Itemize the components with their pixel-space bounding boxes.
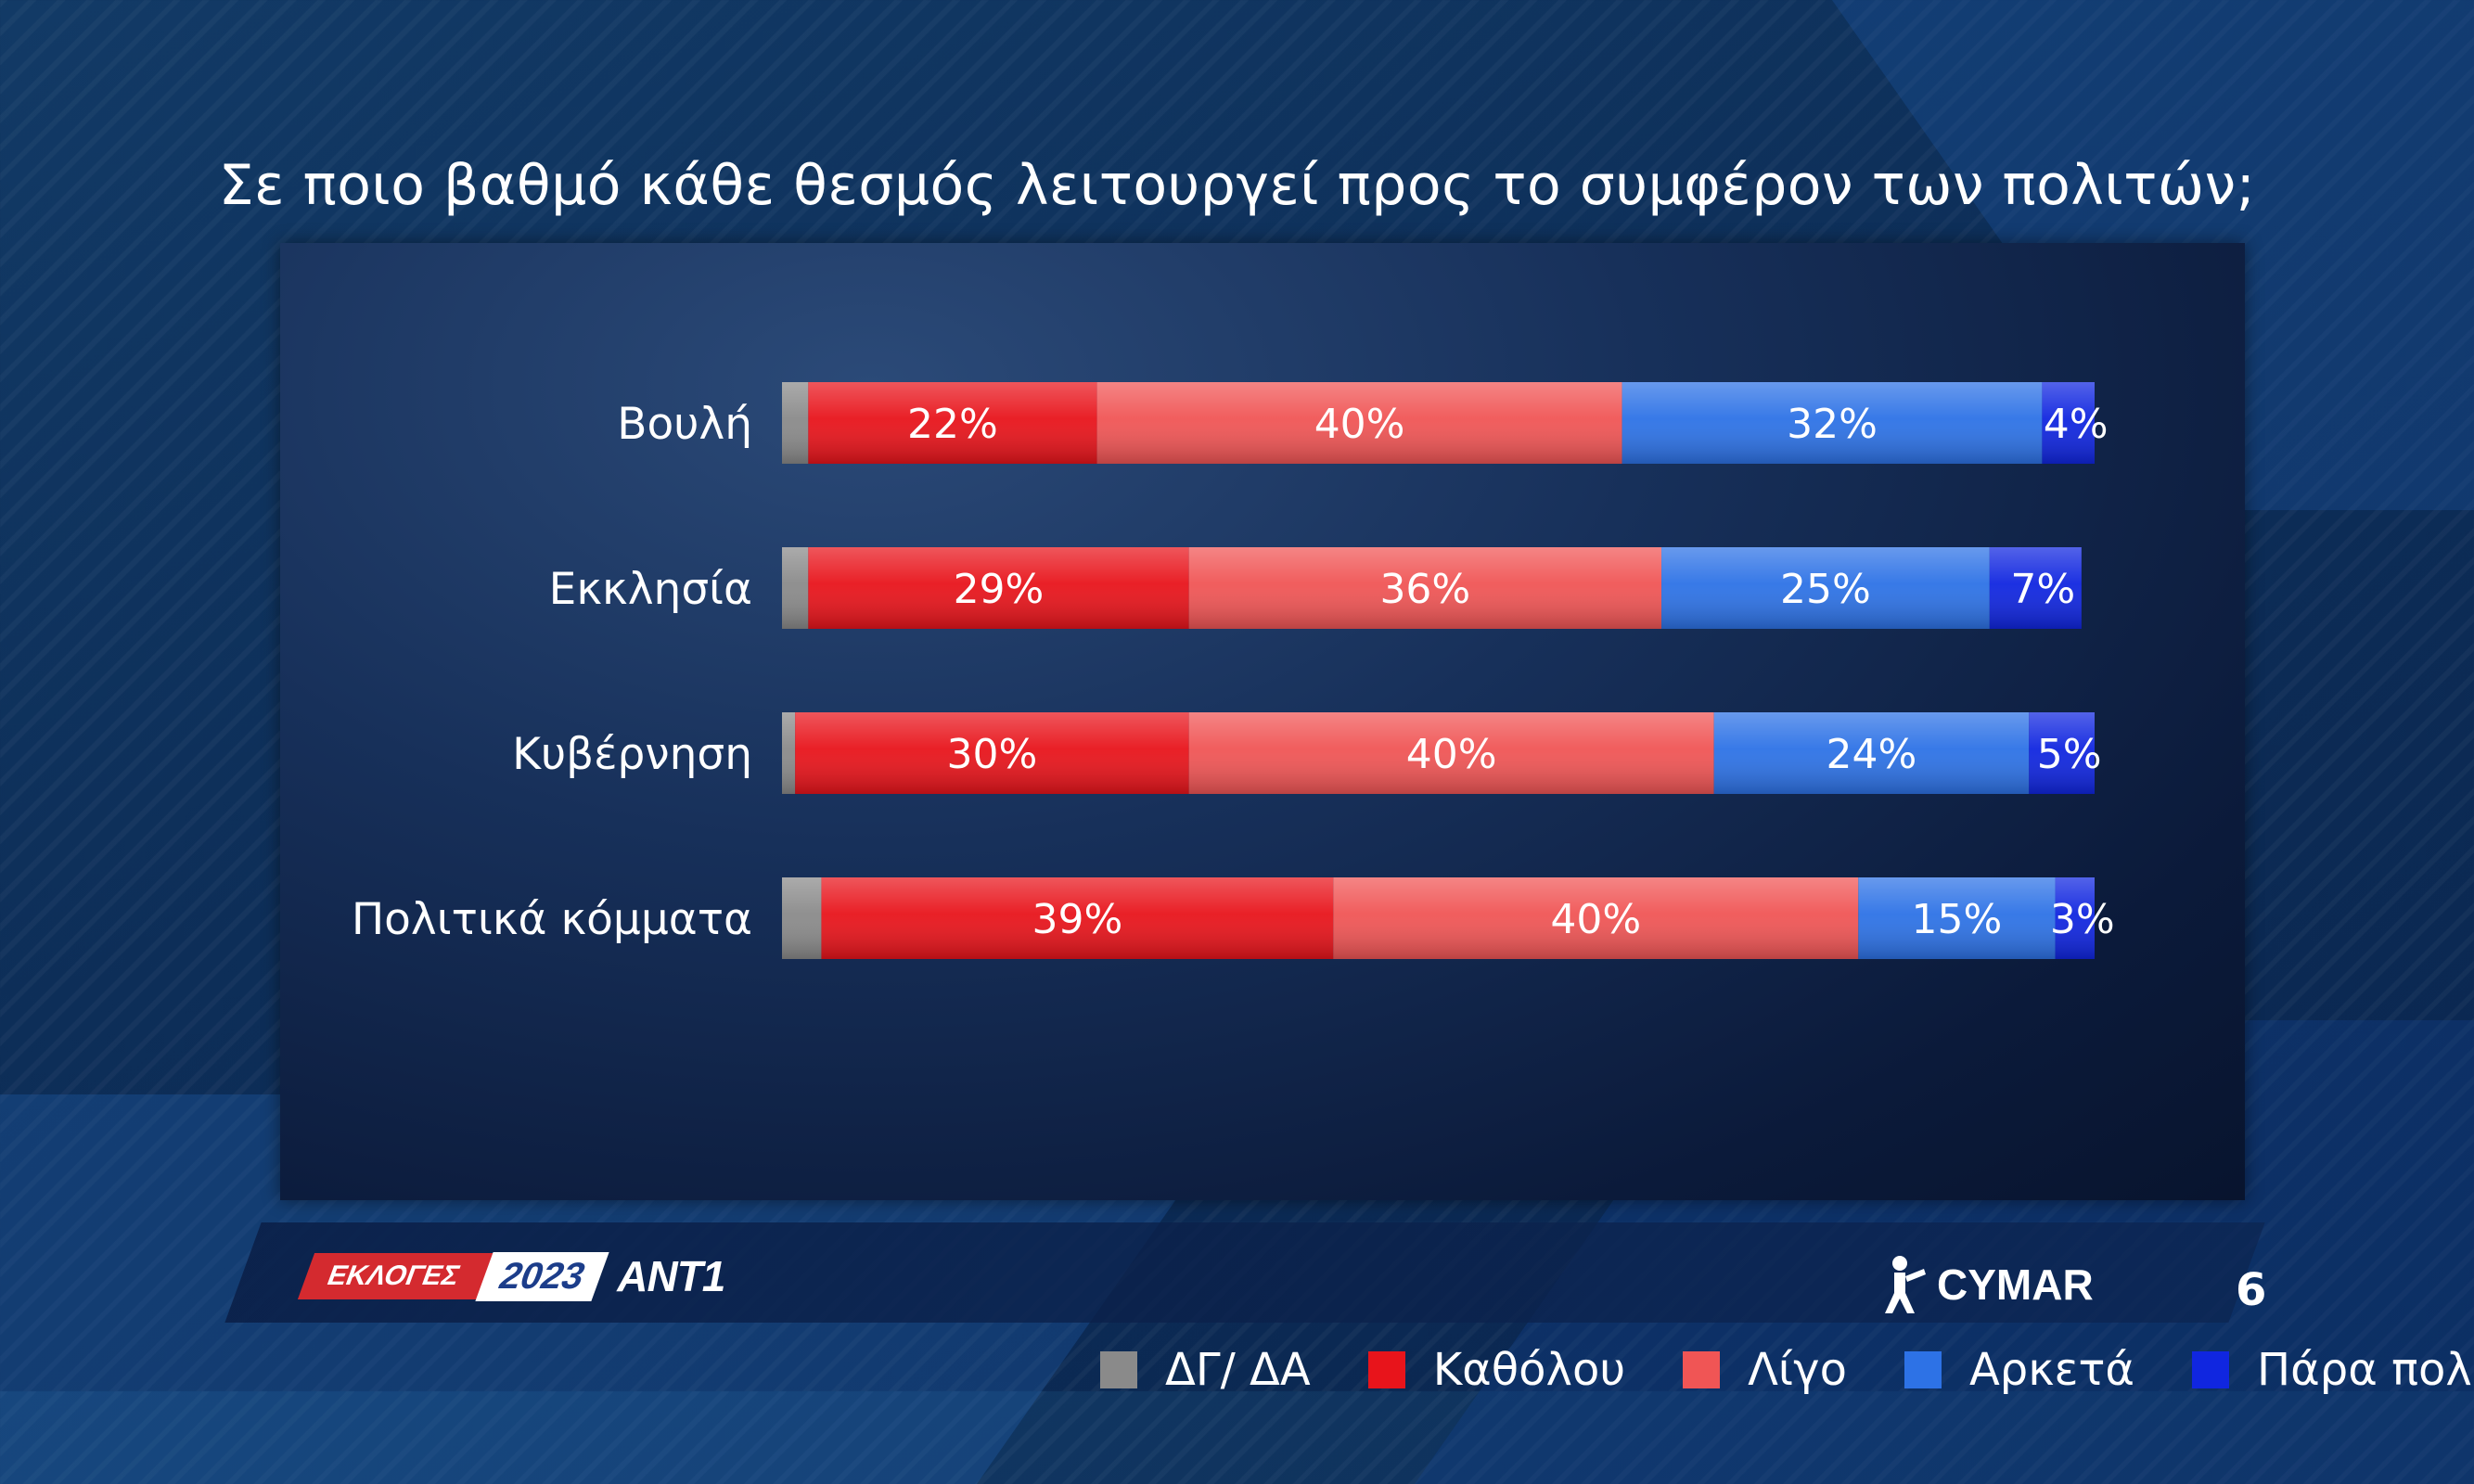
data-label: 22%	[907, 401, 998, 448]
data-label: 29%	[954, 566, 1045, 613]
bar-segment-shading	[1188, 712, 1714, 794]
legend-label: Αρκετά	[1968, 1344, 2135, 1396]
bar-segment-shading	[2042, 382, 2095, 464]
elections-badge-text: ΕΚΛΟΓΕΣ	[297, 1253, 499, 1299]
bar-segment-shading	[795, 712, 1189, 794]
legend-item: Αρκετά	[1904, 1344, 2134, 1396]
bar-segment-shading	[1989, 547, 2082, 629]
data-label: 30%	[947, 731, 1038, 778]
elections-2023-logo: ΕΚΛΟΓΕΣ 2023 ΑΝΤ1	[297, 1247, 725, 1305]
legend-swatch	[2192, 1351, 2230, 1388]
stacked-bar-chart: Βουλή 22% 40% 32% 4% Εκκλησία 29% 36% 25% 7% Κυβέρ…	[352, 382, 2115, 959]
page-number: 6	[2236, 1264, 2267, 1316]
data-label: 5%	[2037, 731, 2102, 778]
page-title: Σε ποιο βαθμό κάθε θεσμός λειτουργεί προ…	[218, 153, 2256, 218]
data-label: 4%	[2044, 401, 2109, 448]
bar-segment-shading	[1661, 547, 1990, 629]
legend-label: Καθόλου	[1432, 1344, 1626, 1396]
legend-item: Πάρα πολύ	[2192, 1344, 2474, 1396]
bar-segment-shading	[1188, 547, 1662, 629]
legend-swatch	[1904, 1351, 1942, 1388]
legend-swatch	[1683, 1351, 1721, 1388]
bar-segment-shading	[1096, 382, 1622, 464]
pollster-name: CYMAR	[1937, 1260, 2094, 1309]
bar-segment-shading	[2029, 712, 2095, 794]
data-label: 39%	[1032, 896, 1122, 943]
channel-logo: ΑΝΤ1	[617, 1252, 725, 1300]
data-label: 32%	[1787, 401, 1878, 448]
bar-segment-shading	[782, 547, 809, 629]
bar-segment-shading	[782, 382, 809, 464]
elections-badge-year: 2023	[475, 1251, 609, 1301]
data-label: 24%	[1827, 731, 1917, 778]
legend-item: Καθόλου	[1367, 1344, 1626, 1396]
bar-segment-shading	[782, 712, 796, 794]
chart-panel: Βουλή 22% 40% 32% 4% Εκκλησία 29% 36% 25% 7% Κυβέρ…	[280, 243, 2474, 1396]
bar-segment-shading	[1858, 877, 2056, 959]
cymar-figure-icon	[1885, 1256, 1926, 1313]
category-label: Πολιτικά κόμματα	[352, 894, 752, 945]
category-label: Κυβέρνηση	[512, 729, 752, 780]
chart-legend: ΔΓ/ ΔΑ Καθόλου Λίγο Αρκετά Πάρα πολύ	[1100, 1342, 2474, 1398]
category-label: Βουλή	[617, 399, 752, 450]
bar-segment-shading	[821, 877, 1334, 959]
bar-segment-shading	[1622, 382, 2043, 464]
data-label: 40%	[1550, 896, 1641, 943]
data-label: 25%	[1780, 566, 1871, 613]
bar-segment-shading	[808, 547, 1189, 629]
data-label: 40%	[1406, 731, 1497, 778]
bar-segment-shading	[808, 382, 1097, 464]
data-label: 3%	[2050, 896, 2115, 943]
legend-swatch	[1367, 1351, 1405, 1388]
legend-swatch	[1100, 1351, 1137, 1388]
data-label: 7%	[2010, 566, 2075, 613]
legend-label: Πάρα πολύ	[2257, 1344, 2474, 1396]
category-label: Εκκλησία	[549, 564, 752, 615]
data-label: 15%	[1912, 896, 2003, 943]
data-label: 36%	[1379, 566, 1470, 613]
bar-segment-shading	[1333, 877, 1859, 959]
data-label: 40%	[1314, 401, 1405, 448]
legend-label: Λίγο	[1748, 1344, 1847, 1396]
bar-segment-shading	[1713, 712, 2030, 794]
legend-item: Λίγο	[1683, 1344, 1847, 1396]
legend-label: ΔΓ/ ΔΑ	[1165, 1344, 1311, 1396]
pollster-logo: CYMAR	[1883, 1247, 2094, 1322]
bar-segment-shading	[782, 877, 822, 959]
legend-item: ΔΓ/ ΔΑ	[1100, 1344, 1311, 1396]
bar-segment-shading	[2055, 877, 2095, 959]
